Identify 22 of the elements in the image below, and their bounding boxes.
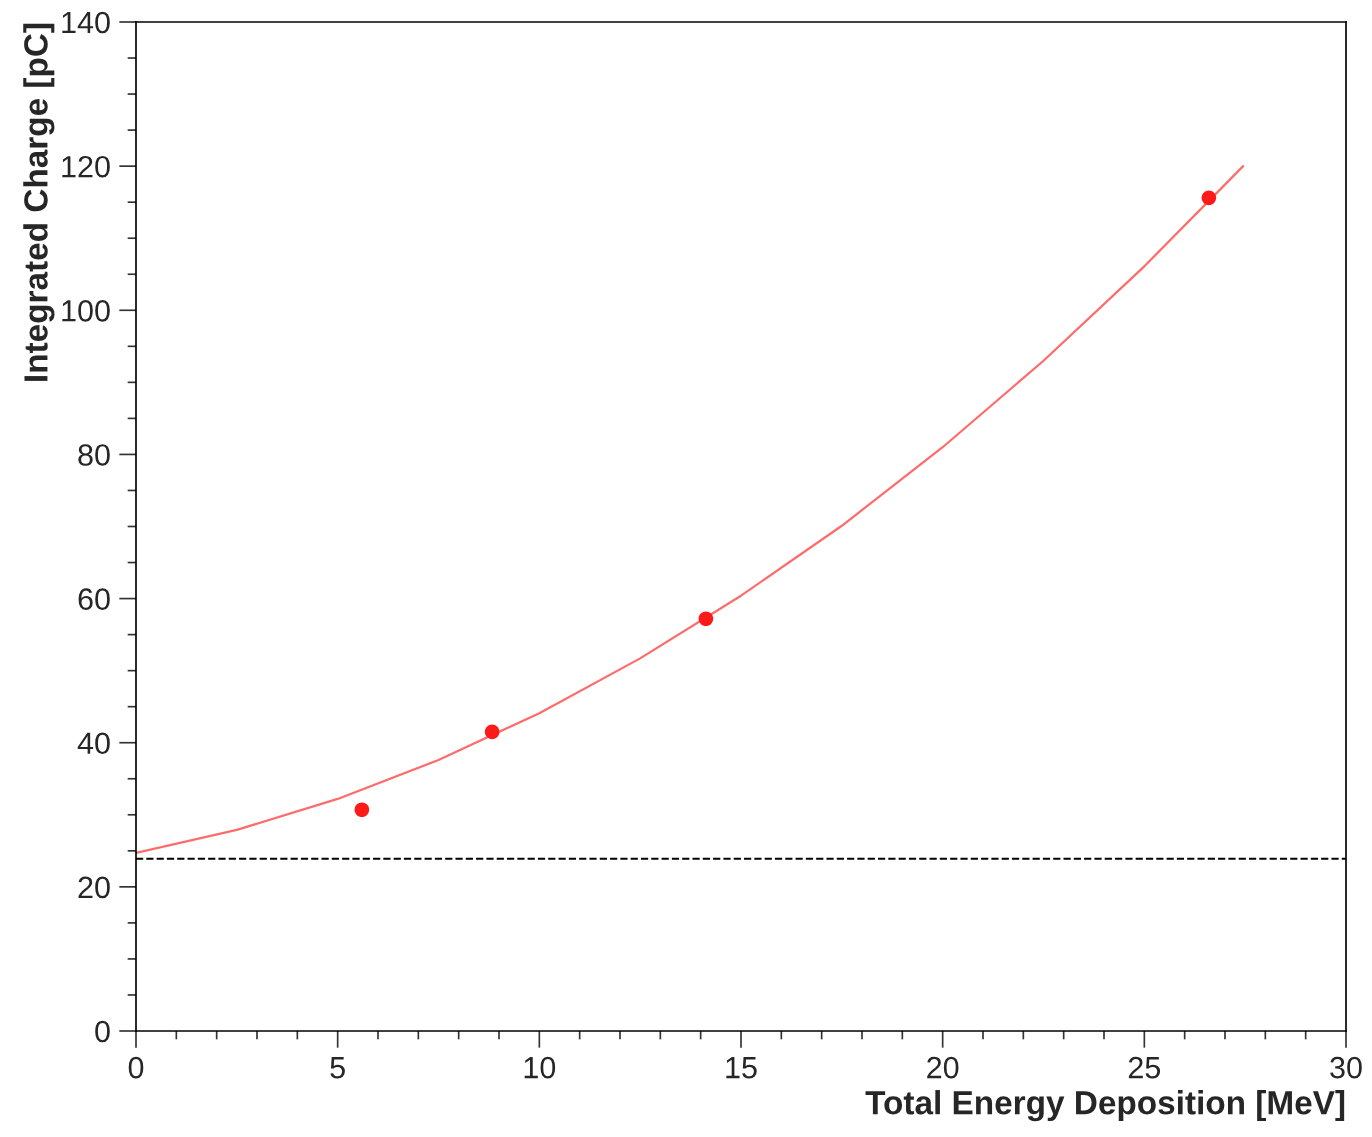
x-tick-label: 10 [524,1056,556,1079]
x-tick-label: 5 [330,1057,345,1079]
point [1201,190,1217,206]
point [354,802,370,818]
point [484,724,500,740]
x-tick-label: 0 [128,1056,144,1079]
x-tick-label: 25 [1128,1056,1161,1079]
y-axis-title: Integrated Charge [pC] [23,23,55,381]
x-tick-label: 20 [927,1056,959,1079]
y-tick-label: 140 [62,11,110,34]
y-tick-label: 60 [78,588,110,610]
x-tick-label: 30 [1330,1056,1362,1079]
y-tick-label: 20 [78,876,110,899]
y-tick-label: 0 [95,1020,110,1043]
line-series [136,165,1245,855]
y-tick-label: 80 [78,444,110,466]
point [698,611,714,627]
x-axis-title: Total Energy Deposition [MeV] [865,1090,1345,1122]
y-tick-label: 120 [62,155,110,178]
y-tick-label: 100 [62,300,110,322]
y-tick-label: 40 [77,732,110,755]
x-tick-label: 15 [726,1057,757,1079]
